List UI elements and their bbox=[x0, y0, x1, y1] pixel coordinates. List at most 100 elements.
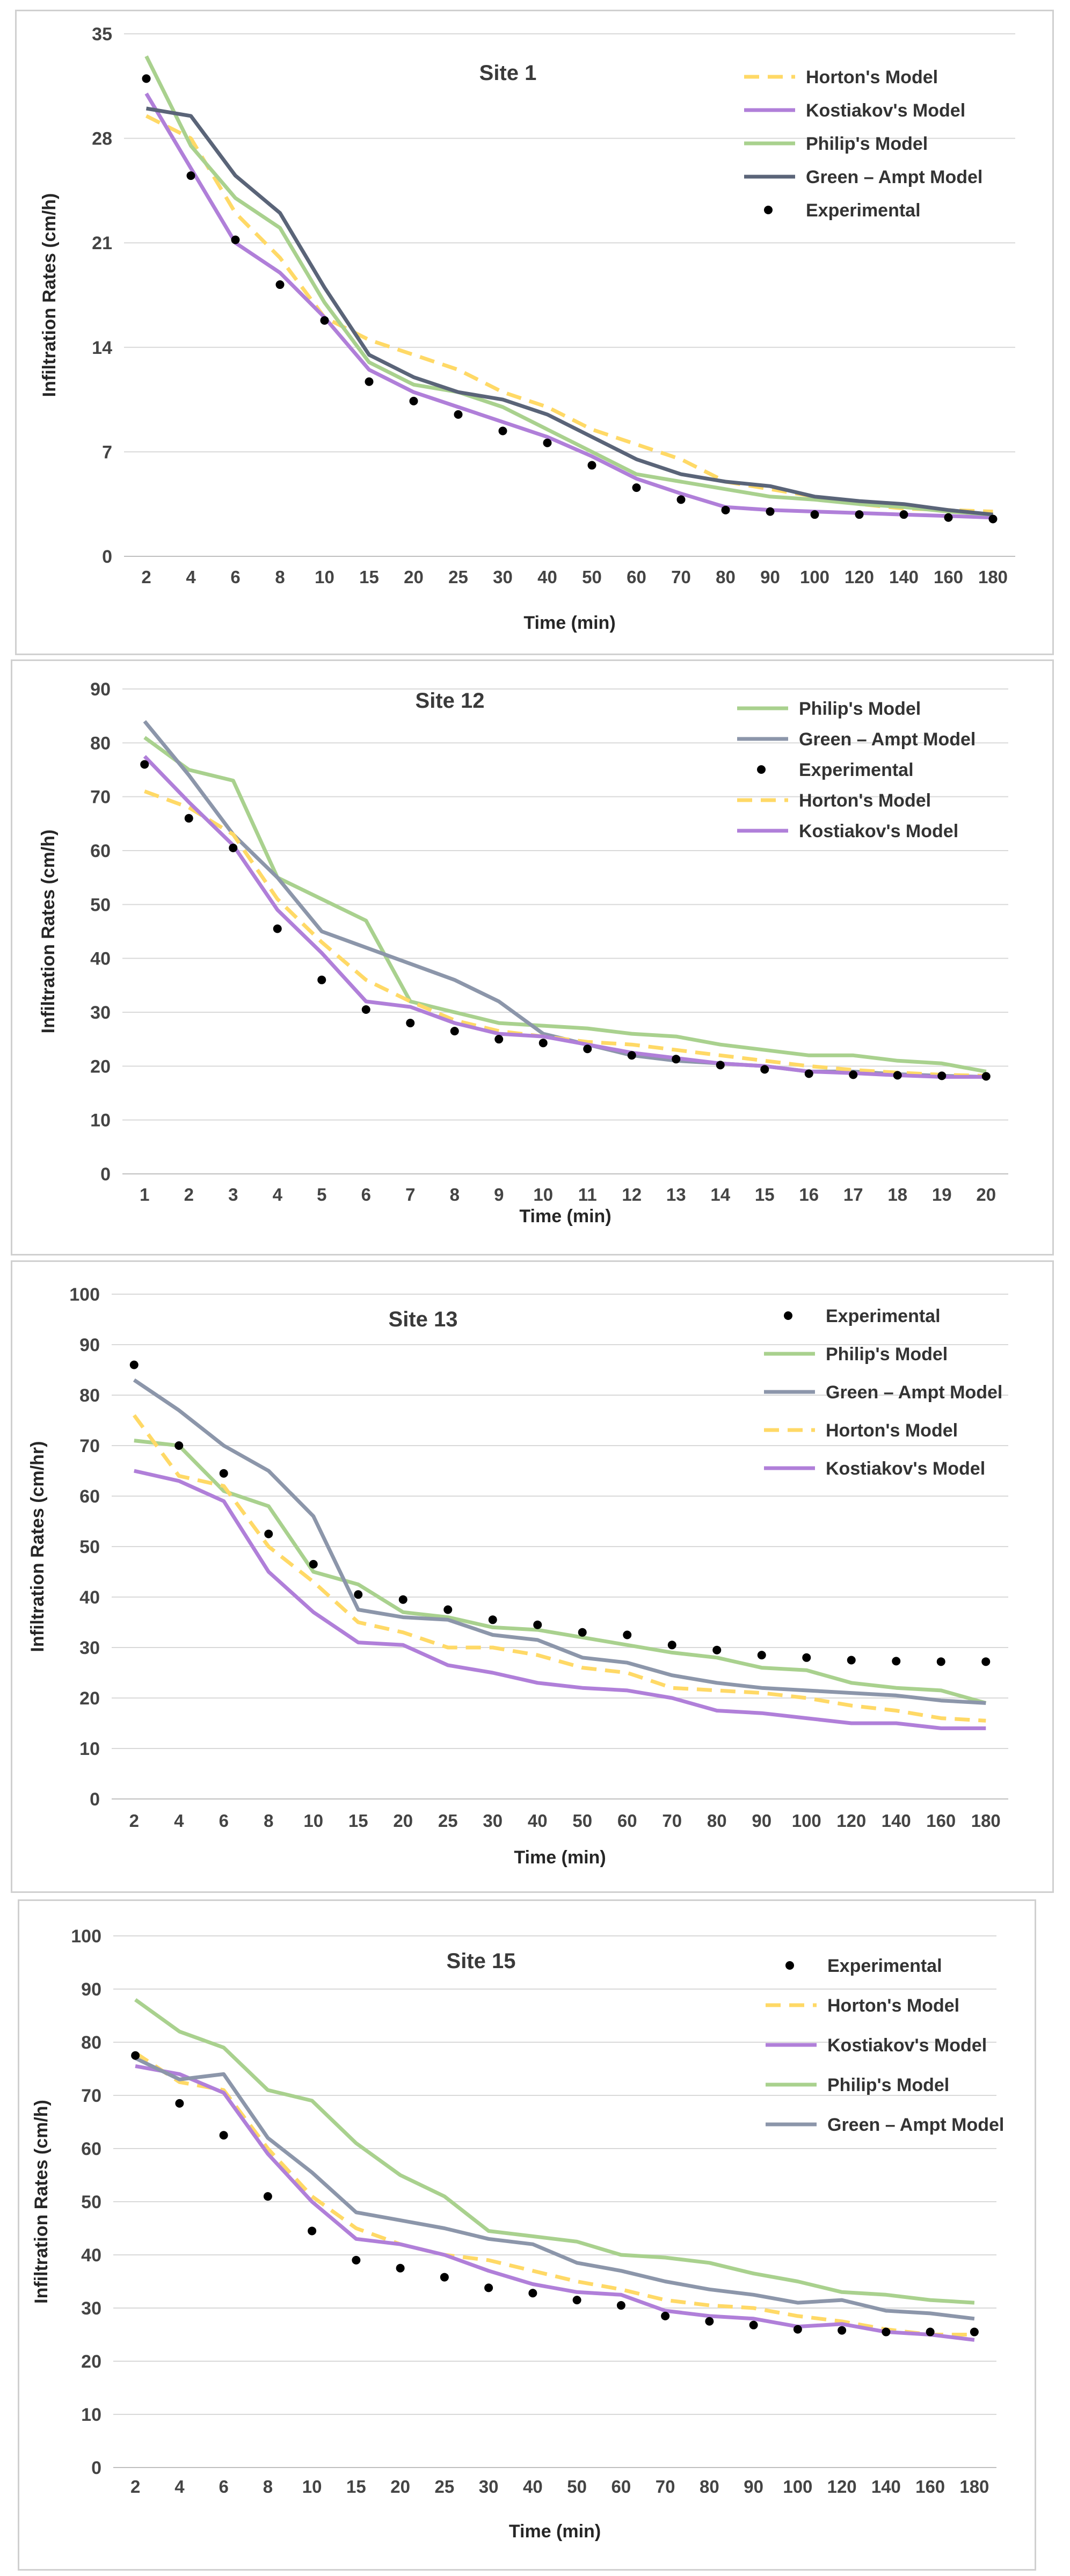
y-tick-label: 40 bbox=[90, 949, 111, 969]
legend-label: Philip's Model bbox=[827, 2075, 949, 2095]
data-point-experimental bbox=[572, 2296, 581, 2305]
x-tick-label: 90 bbox=[744, 2477, 763, 2497]
data-point-experimental bbox=[186, 171, 195, 180]
x-tick-label: 10 bbox=[303, 1811, 323, 1831]
x-tick-label: 10 bbox=[302, 2477, 322, 2497]
y-tick-label: 0 bbox=[100, 1164, 111, 1185]
x-tick-label: 30 bbox=[479, 2477, 499, 2497]
chart-svg-site-13: 0 10 20 30 40 50 60 70 80 90 100 2 4 6 8 10 15 20 25 30 40 50… bbox=[27, 1285, 1008, 1868]
legend-label: Experimental bbox=[826, 1306, 941, 1326]
y-tick-label: 40 bbox=[81, 2245, 101, 2266]
data-point-experimental bbox=[443, 1605, 453, 1614]
data-point-experimental bbox=[793, 2325, 802, 2334]
data-point-experimental bbox=[184, 814, 193, 823]
y-axis-title: Infiltration Rates (cm/h) bbox=[39, 193, 60, 397]
y-tick-label: 35 bbox=[92, 24, 112, 45]
y-tick-label: 60 bbox=[81, 2139, 101, 2159]
y-tick-label: 90 bbox=[79, 1335, 100, 1355]
x-axis-title: Time (min) bbox=[514, 1847, 606, 1868]
data-point-experimental bbox=[498, 426, 507, 436]
chart-title: Site 12 bbox=[416, 689, 485, 713]
y-tick-label: 70 bbox=[90, 787, 111, 808]
y-tick-label: 40 bbox=[79, 1587, 100, 1608]
data-point-experimental bbox=[855, 510, 864, 519]
series-line-kostiakov-s-model bbox=[143, 754, 986, 1079]
x-tick-label: 2 bbox=[184, 1185, 194, 1204]
x-tick-label: 2 bbox=[141, 567, 151, 587]
x-tick-label: 2 bbox=[130, 2477, 140, 2497]
series-line-green-ampt-model bbox=[145, 106, 993, 517]
x-tick-label: 140 bbox=[882, 1811, 911, 1831]
data-point-experimental bbox=[450, 1027, 459, 1036]
data-point-experimental bbox=[892, 1657, 901, 1666]
legend-label: Philip's Model bbox=[826, 1344, 948, 1365]
legend-label: Kostiakov's Model bbox=[826, 1458, 985, 1479]
x-tick-label: 180 bbox=[971, 1811, 1001, 1831]
x-tick-label: 6 bbox=[230, 567, 240, 587]
x-tick-label: 15 bbox=[755, 1185, 775, 1204]
x-tick-label: 100 bbox=[783, 2477, 812, 2497]
data-point-experimental bbox=[616, 2301, 625, 2310]
x-tick-label: 3 bbox=[228, 1185, 238, 1204]
series-line-philip-s-model bbox=[134, 1998, 975, 2305]
data-point-experimental bbox=[936, 1657, 945, 1666]
chart-panel-site-12: 0 10 20 30 40 50 60 70 80 90 1 2 3 4 5 6 7 8 9 10 11 12 13 14 15… bbox=[11, 659, 1054, 1256]
y-tick-label: 30 bbox=[90, 1003, 111, 1023]
y-tick-label: 20 bbox=[79, 1688, 100, 1709]
x-tick-label: 20 bbox=[390, 2477, 410, 2497]
y-tick-label: 0 bbox=[91, 2458, 101, 2478]
x-tick-label: 50 bbox=[567, 2477, 587, 2497]
x-tick-label: 120 bbox=[827, 2477, 857, 2497]
x-tick-label: 8 bbox=[450, 1185, 460, 1204]
data-point-experimental bbox=[583, 1044, 592, 1054]
data-point-experimental bbox=[175, 2099, 184, 2108]
data-point-experimental bbox=[352, 2255, 361, 2265]
series-line-kostiakov-s-model bbox=[134, 1469, 986, 1730]
legend-label: Experimental bbox=[827, 1956, 942, 1976]
data-point-experimental bbox=[142, 74, 151, 83]
x-tick-label: 4 bbox=[174, 1811, 184, 1831]
x-tick-label: 100 bbox=[800, 567, 829, 587]
x-tick-label: 6 bbox=[219, 2477, 228, 2497]
x-tick-label: 4 bbox=[186, 567, 196, 587]
data-point-experimental bbox=[810, 510, 819, 519]
data-point-experimental bbox=[661, 2311, 670, 2320]
x-tick-label: 4 bbox=[174, 2477, 185, 2497]
data-point-experimental bbox=[361, 1005, 370, 1014]
x-tick-label: 13 bbox=[666, 1185, 686, 1204]
data-point-experimental bbox=[766, 507, 775, 516]
data-point-experimental bbox=[406, 1019, 415, 1028]
data-point-experimental bbox=[847, 1656, 856, 1665]
x-tick-label: 60 bbox=[612, 2477, 631, 2497]
x-tick-label: 80 bbox=[716, 567, 736, 587]
data-point-experimental bbox=[263, 2192, 272, 2201]
data-point-experimental bbox=[632, 483, 641, 492]
chart-panel-site-13: 0 10 20 30 40 50 60 70 80 90 100 2 4 6 8 10 15 20 25 30 40 50… bbox=[11, 1260, 1054, 1893]
x-tick-label: 25 bbox=[435, 2477, 455, 2497]
data-point-experimental bbox=[528, 2289, 537, 2298]
x-tick-label: 180 bbox=[978, 567, 1008, 587]
data-point-experimental bbox=[676, 495, 686, 504]
chart-title: Site 15 bbox=[447, 1949, 516, 1973]
legend-marker bbox=[785, 1961, 794, 1970]
x-tick-label: 40 bbox=[523, 2477, 543, 2497]
x-tick-label: 40 bbox=[537, 567, 557, 587]
series-line-philip-s-model bbox=[143, 736, 987, 1073]
x-tick-label: 18 bbox=[887, 1185, 907, 1204]
x-tick-label: 15 bbox=[348, 1811, 368, 1831]
legend-label: Horton's Model bbox=[827, 1996, 959, 2016]
series-line-green-ampt-model bbox=[133, 1378, 986, 1705]
x-tick-label: 17 bbox=[843, 1185, 863, 1204]
data-point-experimental bbox=[488, 1615, 497, 1624]
x-tick-label: 80 bbox=[700, 2477, 719, 2497]
legend-label: Kostiakov's Model bbox=[827, 2035, 987, 2056]
series-line-horton-s-model bbox=[132, 1414, 986, 1723]
y-tick-label: 30 bbox=[79, 1638, 100, 1658]
x-tick-label: 100 bbox=[792, 1811, 821, 1831]
data-point-experimental bbox=[672, 1055, 681, 1064]
data-point-experimental bbox=[802, 1653, 811, 1662]
data-point-experimental bbox=[219, 1469, 228, 1478]
data-point-experimental bbox=[760, 1065, 769, 1074]
legend-label: Kostiakov's Model bbox=[806, 100, 965, 121]
y-axis-title: Infiltration Rates (cm/h) bbox=[38, 830, 59, 1034]
